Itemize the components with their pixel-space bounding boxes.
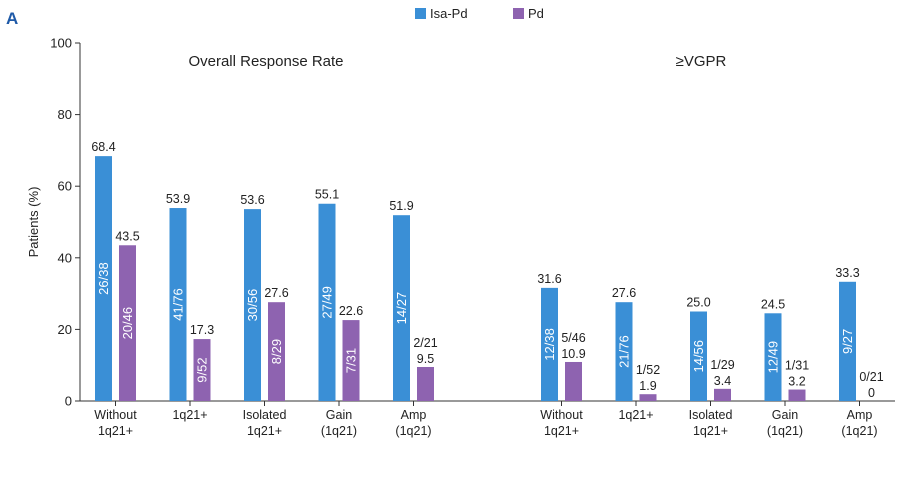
isa-pd-bar <box>541 287 558 401</box>
pd-bar <box>193 339 211 401</box>
legend-label: Pd <box>528 6 544 21</box>
pd-bar <box>417 366 434 401</box>
isa-pd-bar <box>690 311 707 401</box>
pd-bar <box>639 394 657 401</box>
isa-pd-bar <box>764 313 782 401</box>
isa-pd-bar <box>95 156 112 401</box>
count-label: 9/52 <box>195 357 210 382</box>
group-0: Overall Response Rate Without 1q21+ 68.4 26/… <box>91 53 437 438</box>
value-label: 9.5 <box>417 352 434 366</box>
pd-bar <box>119 245 136 401</box>
count-label: 26/38 <box>96 262 111 295</box>
count-label: 41/76 <box>171 288 186 321</box>
count-label: 5/46 <box>561 331 585 345</box>
plot-area: Overall Response Rate Without 1q21+ 68.4 26/… <box>91 53 883 438</box>
isa-pd-bar <box>244 209 261 401</box>
y-tick-label: 60 <box>58 179 72 194</box>
value-label: 1.9 <box>639 379 656 393</box>
category-label: (1q21) <box>321 424 357 438</box>
group-title: ≥VGPR <box>676 53 727 70</box>
count-label: 21/76 <box>617 335 632 368</box>
value-label: 22.6 <box>339 304 363 318</box>
value-label: 25.0 <box>686 296 710 310</box>
value-label: 53.9 <box>166 192 190 206</box>
y-tick-label: 100 <box>50 36 72 51</box>
value-label: 31.6 <box>537 272 561 286</box>
count-label: 1/52 <box>636 363 660 377</box>
count-label: 0/21 <box>859 370 883 384</box>
category-label: Gain <box>326 408 352 422</box>
value-label: 10.9 <box>561 347 585 361</box>
count-label: 1/29 <box>710 358 734 372</box>
category-label: 1q21+ <box>247 424 282 438</box>
category-label: Amp <box>401 408 427 422</box>
category-label: (1q21) <box>395 424 431 438</box>
isa-pd-bar <box>318 203 336 401</box>
category-label: Without <box>94 408 137 422</box>
category-label: Isolated <box>689 408 733 422</box>
category-label: 1q21+ <box>618 408 653 422</box>
pd-bar <box>268 302 285 401</box>
count-label: 1/31 <box>785 359 809 373</box>
axes: 0 20 40 60 80 100 Patients (%) <box>26 36 895 409</box>
value-label: 0 <box>868 386 875 400</box>
category-label: Without <box>540 408 583 422</box>
legend: Isa-Pd Pd <box>415 6 544 21</box>
count-label: 2/21 <box>413 336 437 350</box>
legend-swatch-pd <box>513 8 524 19</box>
count-label: 14/56 <box>691 340 706 373</box>
value-label: 3.4 <box>714 374 731 388</box>
isa-pd-bar <box>169 208 187 401</box>
legend-swatch-isa-pd <box>415 8 426 19</box>
value-label: 27.6 <box>612 286 636 300</box>
category-label: 1q21+ <box>693 424 728 438</box>
value-label: 33.3 <box>835 266 859 280</box>
category-label: Amp <box>847 408 873 422</box>
count-label: 8/29 <box>269 339 284 364</box>
category-label: Gain <box>772 408 798 422</box>
group-title: Overall Response Rate <box>188 53 343 70</box>
category-label: 1q21+ <box>544 424 579 438</box>
value-label: 3.2 <box>788 375 805 389</box>
group-1: ≥VGPR Without 1q21+ 31.6 12/38 5/46 10.9 1q21+ 2… <box>537 53 883 438</box>
value-label: 27.6 <box>264 286 288 300</box>
category-label: 1q21+ <box>172 408 207 422</box>
isa-pd-bar <box>393 215 410 401</box>
value-label: 51.9 <box>389 199 413 213</box>
y-tick-label: 40 <box>58 250 72 265</box>
value-label: 17.3 <box>190 323 214 337</box>
category-label: 1q21+ <box>98 424 133 438</box>
value-label: 24.5 <box>761 297 785 311</box>
y-axis-title: Patients (%) <box>26 187 41 258</box>
count-label: 12/49 <box>766 341 781 374</box>
pd-bar <box>565 361 582 401</box>
value-label: 43.5 <box>115 229 139 243</box>
isa-pd-bar <box>615 302 633 401</box>
value-label: 68.4 <box>91 140 115 154</box>
count-label: 14/27 <box>394 292 409 325</box>
value-label: 55.1 <box>315 188 339 202</box>
pd-bar <box>788 389 806 401</box>
y-tick-label: 80 <box>58 107 72 122</box>
panel-letter: A <box>6 9 18 28</box>
category-label: (1q21) <box>767 424 803 438</box>
y-tick-label: 20 <box>58 322 72 337</box>
value-label: 53.6 <box>240 193 264 207</box>
count-label: 30/56 <box>245 289 260 322</box>
count-label: 27/49 <box>320 286 335 319</box>
count-label: 20/46 <box>120 307 135 340</box>
legend-label: Isa-Pd <box>430 6 468 21</box>
pd-bar <box>714 388 731 401</box>
count-label: 7/31 <box>344 348 359 373</box>
pd-bar <box>342 320 360 401</box>
count-label: 12/38 <box>542 328 557 361</box>
category-label: Isolated <box>243 408 287 422</box>
category-label: (1q21) <box>841 424 877 438</box>
y-tick-label: 0 <box>65 394 72 409</box>
count-label: 9/27 <box>840 329 855 354</box>
isa-pd-bar <box>839 281 856 401</box>
